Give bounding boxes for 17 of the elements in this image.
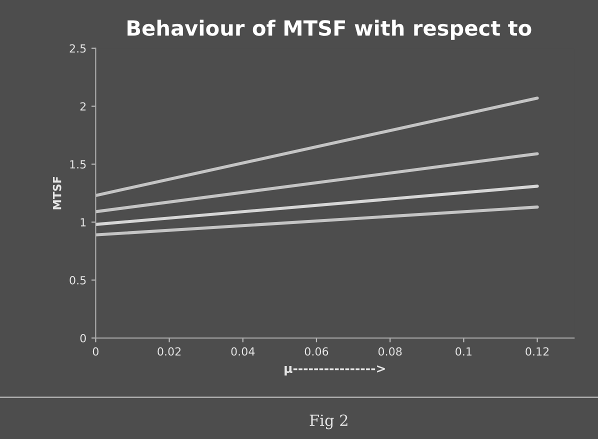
chart-title: Behaviour of MTSF with respect to [128, 20, 532, 40]
y-tick-label: 0.5 [70, 276, 86, 284]
x-tick-label: 0.04 [231, 347, 255, 356]
x-tick-label: 0.08 [378, 347, 402, 356]
x-tick-label: 0.06 [304, 347, 328, 356]
x-tick-label: 0.12 [526, 347, 549, 356]
y-tick-label: 1 [80, 218, 86, 226]
x-axis-title: μ----------------> [284, 365, 385, 376]
y-axis-title: MTSF [52, 176, 62, 210]
x-tick-label: 0.02 [158, 347, 181, 356]
y-tick-label: 0 [80, 334, 86, 342]
x-tick-label: 0 [92, 347, 98, 356]
y-tick-label: 1.5 [70, 160, 86, 169]
caption: Fig 2 [310, 414, 348, 430]
y-tick-label: 2 [80, 102, 86, 110]
x-tick-label: 0.1 [456, 347, 472, 356]
y-tick-label: 2.5 [70, 44, 86, 53]
